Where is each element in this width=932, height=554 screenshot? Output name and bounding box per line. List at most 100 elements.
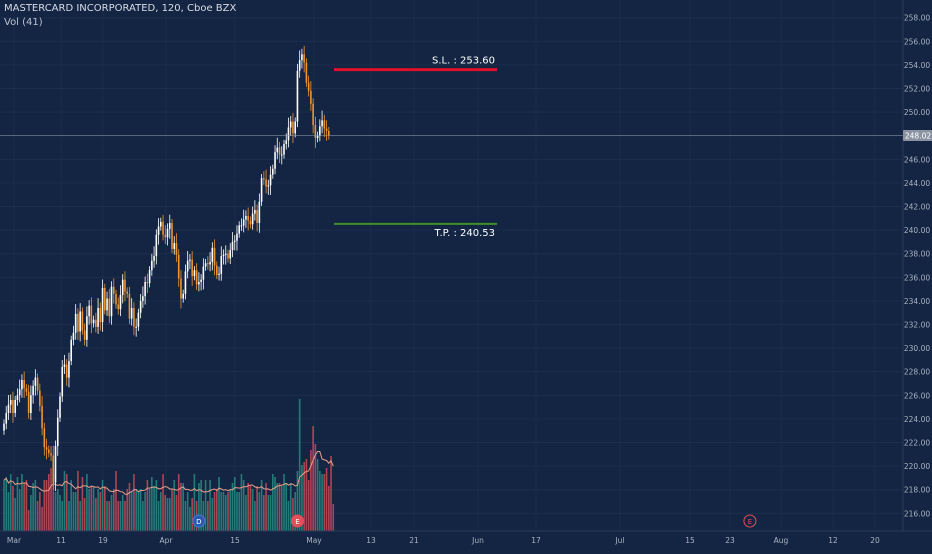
time-tick-label: 20 (870, 536, 880, 545)
candle-body (218, 273, 220, 275)
candle-body (263, 178, 265, 180)
volume-bar (254, 501, 256, 531)
volume-bar (99, 492, 102, 531)
volume-bar (83, 498, 86, 531)
volume-bar (63, 471, 66, 531)
volume-bar (88, 489, 90, 531)
candle-body (164, 234, 167, 238)
candle-body (184, 271, 187, 294)
volume-bar (231, 483, 234, 531)
candle-body (99, 307, 102, 323)
candle-body (182, 293, 184, 299)
volume-bar (133, 474, 135, 531)
candle-body (148, 270, 151, 284)
time-tick-label: Mar (7, 536, 22, 545)
candle-body (287, 127, 290, 141)
volume-bar (3, 480, 5, 531)
volume-bar (191, 498, 193, 531)
volume-bar (160, 492, 162, 531)
volume-bar (117, 501, 120, 531)
candle-body (285, 140, 288, 144)
candle-body (86, 316, 88, 340)
candle-body (52, 455, 55, 483)
time-tick-label: 19 (98, 536, 108, 545)
volume-bar (92, 486, 95, 531)
candle-body (200, 279, 202, 283)
candle-body (142, 296, 144, 301)
volume-bar (182, 483, 184, 531)
candle-body (130, 307, 133, 319)
current-price-value: 248.02 (905, 131, 931, 140)
candle-body (88, 305, 90, 317)
volume-bar (200, 480, 202, 531)
volume-bar (321, 474, 323, 531)
price-tick-label: 232.00 (904, 321, 930, 330)
time-axis[interactable]: Mar 11 19 Apr 15 May 13 21 Jun 17 Jul 15 23 Aug 12 20 (0, 530, 932, 545)
volume-bar (193, 474, 196, 531)
price-tick-label: 230.00 (904, 344, 930, 353)
candle-body (204, 263, 207, 267)
candle-body (314, 125, 317, 139)
candle-body (50, 453, 52, 456)
candle-body (72, 332, 75, 340)
candle-body (65, 364, 68, 378)
price-tick-label: 234.00 (904, 297, 930, 306)
volume-bar (294, 492, 296, 531)
candle-body (74, 313, 77, 333)
volume-bar (175, 495, 178, 531)
volume-bar (112, 489, 115, 531)
candle-body (189, 259, 191, 261)
volume-bar (305, 459, 308, 531)
volume-bar (209, 480, 211, 531)
price-tick-label: 216.00 (904, 509, 930, 518)
volume-bar (68, 501, 70, 531)
candle-body (242, 219, 245, 226)
volume-bar (276, 483, 279, 531)
candle-body (303, 54, 305, 63)
candle-body (106, 298, 108, 311)
candle-body (70, 339, 72, 362)
volume-bar (108, 501, 111, 531)
volume-bar (50, 468, 52, 531)
candle-body (296, 70, 299, 122)
volume-bar (236, 492, 238, 531)
volume-bar (296, 471, 299, 531)
volume-bar (325, 468, 328, 531)
volume-bar (72, 492, 75, 531)
volume-bar (74, 492, 77, 531)
volume-bar (139, 489, 142, 531)
volume-bar (104, 486, 106, 531)
candle-body (63, 364, 66, 367)
price-tick-label: 222.00 (904, 439, 930, 448)
price-tick-label: 238.00 (904, 250, 930, 259)
earnings-marker-label: E (748, 518, 752, 526)
price-tick-label: 220.00 (904, 462, 930, 471)
candle-body (133, 307, 135, 327)
price-tick-label: 254.00 (904, 61, 930, 70)
candle-body (155, 234, 158, 257)
candle-body (260, 178, 263, 202)
candle-body (175, 243, 178, 255)
volume-bar (280, 486, 283, 531)
volume-bar (130, 492, 133, 531)
volume-bar (312, 426, 314, 531)
volume-bar (177, 474, 180, 531)
candle-body (294, 121, 296, 134)
grid (0, 17, 903, 514)
candle-body (92, 319, 95, 324)
candle-body (269, 174, 272, 186)
volume-bar (119, 501, 122, 531)
candle-body (166, 228, 169, 238)
candle-body (254, 210, 256, 214)
symbol-title[interactable]: MASTERCARD INCORPORATED, 120, Cboe BZX (4, 3, 237, 14)
volume-indicator-label[interactable]: Vol (41) (4, 17, 43, 28)
candle-body (117, 304, 120, 310)
earnings-marker (290, 514, 304, 528)
volume-bar (285, 483, 288, 531)
candle-body (79, 311, 81, 332)
candle-body (222, 254, 225, 257)
candle-body (233, 240, 236, 242)
price-tick-label: 224.00 (904, 415, 930, 424)
